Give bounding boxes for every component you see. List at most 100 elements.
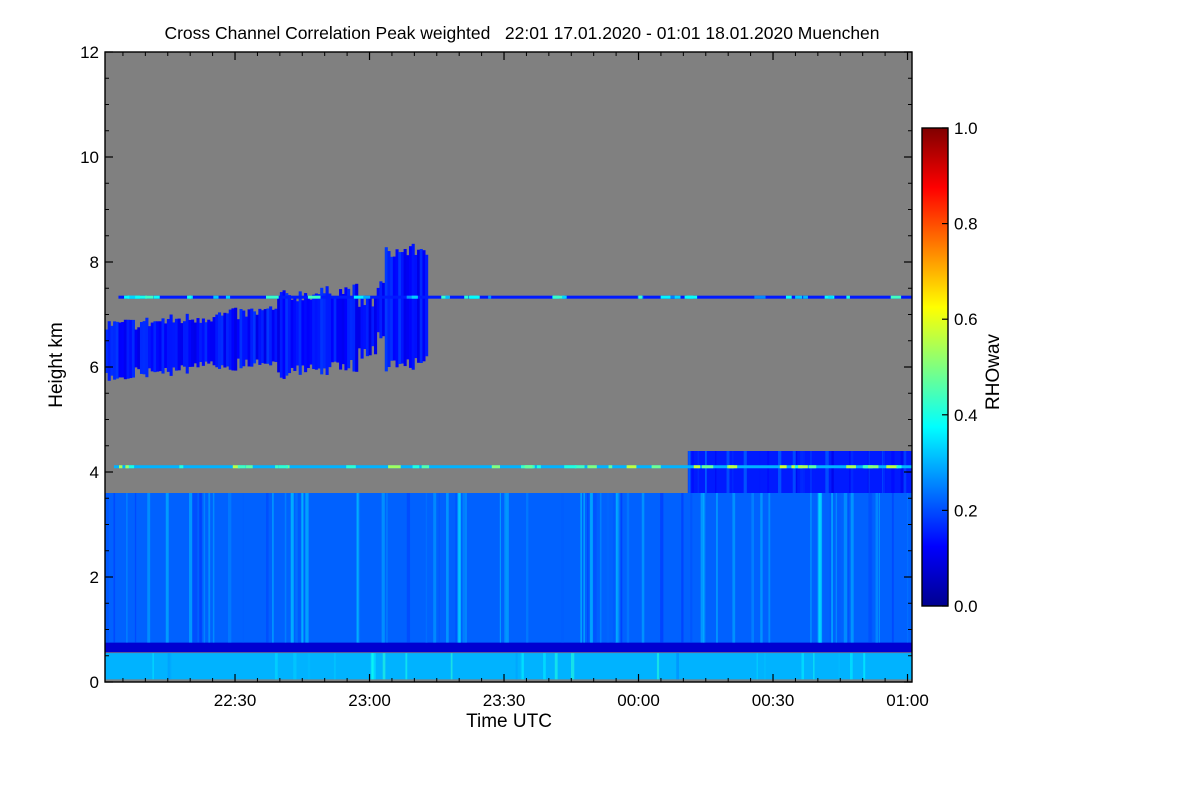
texture-streak bbox=[506, 493, 509, 643]
layer-band bbox=[113, 465, 912, 469]
cloud-column bbox=[263, 309, 267, 364]
cloud-column bbox=[382, 282, 386, 337]
texture-streak bbox=[570, 653, 575, 680]
cloud-column bbox=[285, 293, 289, 376]
layer-speck bbox=[213, 295, 219, 299]
cloud-column bbox=[148, 326, 152, 369]
layer-speck bbox=[412, 465, 420, 469]
texture-streak bbox=[165, 493, 169, 643]
texture-streak bbox=[660, 493, 664, 643]
cloud-column bbox=[242, 310, 246, 367]
layer-speck bbox=[626, 465, 637, 469]
texture-streak bbox=[274, 653, 278, 680]
texture-streak bbox=[891, 451, 895, 493]
cloud-column bbox=[320, 287, 324, 375]
layer-speck bbox=[469, 295, 479, 299]
cloud-column bbox=[191, 319, 195, 367]
texture-streak bbox=[681, 493, 684, 643]
x-tick-label: 00:00 bbox=[617, 691, 660, 710]
cloud-column bbox=[328, 293, 332, 368]
texture-streak bbox=[590, 493, 593, 643]
layer-speck bbox=[307, 295, 321, 299]
texture-streak bbox=[192, 493, 194, 643]
layer-speck bbox=[868, 465, 879, 469]
layer-speck bbox=[754, 295, 766, 299]
cloud-column bbox=[422, 250, 426, 362]
cloud-column bbox=[349, 296, 353, 361]
cloud-column bbox=[271, 309, 275, 362]
texture-streak bbox=[526, 493, 529, 643]
cloud-column bbox=[169, 314, 173, 376]
layer-speck bbox=[445, 295, 450, 299]
cloud-column bbox=[193, 322, 197, 364]
cloud-column bbox=[174, 318, 179, 371]
texture-streak bbox=[813, 653, 815, 680]
texture-streak bbox=[290, 493, 294, 643]
cloud-column bbox=[226, 313, 230, 367]
texture-streak bbox=[499, 493, 501, 643]
layer-speck bbox=[693, 465, 701, 469]
texture-streak bbox=[333, 653, 336, 680]
texture-streak bbox=[809, 451, 812, 493]
texture-streak bbox=[850, 493, 854, 643]
cloud-column bbox=[403, 248, 407, 367]
layer-speck bbox=[411, 295, 418, 299]
cloud-column bbox=[161, 318, 165, 374]
layer-speck bbox=[232, 465, 240, 469]
cloud-column bbox=[322, 293, 326, 369]
texture-streak bbox=[606, 493, 610, 643]
cloud-column bbox=[134, 329, 138, 368]
layer-speck bbox=[128, 295, 136, 299]
cloud-column bbox=[118, 322, 122, 378]
texture-streak bbox=[900, 451, 904, 493]
layer-speck bbox=[608, 465, 613, 469]
cloud-column bbox=[395, 249, 399, 368]
layer-cirrus-cloud bbox=[105, 243, 429, 381]
texture-streak bbox=[837, 493, 841, 643]
chart-title: Cross Channel Correlation Peak weighted … bbox=[164, 23, 879, 43]
texture-streak bbox=[843, 493, 848, 643]
layer-speck bbox=[346, 465, 356, 469]
cloud-column bbox=[298, 291, 302, 375]
texture-streak bbox=[381, 493, 385, 643]
texture-streak bbox=[641, 493, 645, 643]
texture-streak bbox=[295, 493, 298, 643]
texture-streak bbox=[891, 493, 894, 643]
cloud-column bbox=[110, 325, 114, 376]
cloud-column bbox=[352, 284, 356, 372]
texture-streak bbox=[406, 493, 411, 643]
layer-speck bbox=[421, 465, 430, 469]
layer-speck bbox=[406, 295, 417, 299]
cloud-column bbox=[290, 299, 294, 368]
texture-streak bbox=[792, 451, 796, 493]
cloud-column bbox=[384, 247, 388, 372]
cloud-column bbox=[234, 307, 238, 371]
texture-streak bbox=[907, 493, 909, 643]
cloud-column bbox=[158, 321, 162, 372]
texture-streak bbox=[810, 493, 812, 643]
x-tick-label: 23:00 bbox=[348, 691, 391, 710]
texture-streak bbox=[829, 493, 831, 643]
cloud-column bbox=[258, 308, 262, 365]
colorbar-gradient bbox=[921, 127, 949, 607]
layer-speck bbox=[660, 295, 671, 299]
cloud-column bbox=[126, 319, 130, 379]
cloud-column bbox=[339, 289, 343, 370]
cloud-column bbox=[287, 295, 292, 374]
layer-speck bbox=[651, 465, 661, 469]
cloud-column bbox=[204, 322, 208, 362]
layer-elevated-layer bbox=[687, 451, 912, 493]
texture-streak bbox=[284, 493, 287, 643]
texture-streak bbox=[831, 493, 833, 643]
texture-streak bbox=[450, 653, 453, 680]
cloud-column bbox=[314, 293, 318, 370]
cloud-column bbox=[115, 321, 119, 379]
layer-speck bbox=[896, 465, 902, 469]
texture-streak bbox=[580, 493, 582, 643]
cloud-column bbox=[145, 317, 149, 378]
cloud-column bbox=[252, 311, 257, 364]
layer-speck bbox=[587, 465, 597, 469]
plot-area bbox=[105, 52, 912, 682]
texture-streak bbox=[554, 653, 558, 680]
cloud-column bbox=[411, 243, 415, 370]
